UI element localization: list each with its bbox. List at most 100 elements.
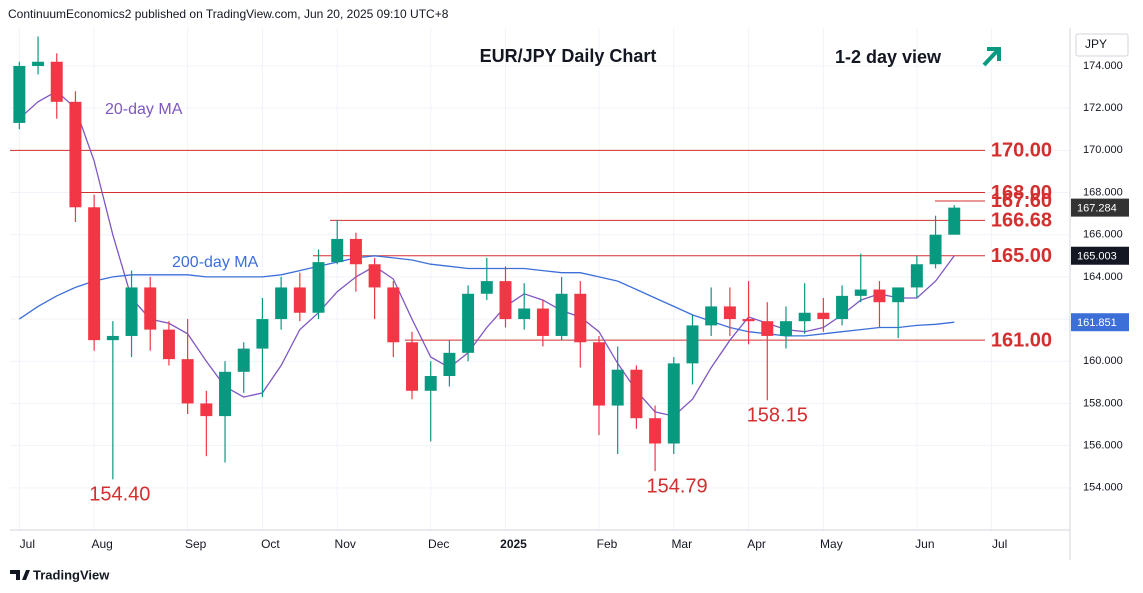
tradingview-logo [10,570,30,580]
y-tick-label: 174.000 [1083,60,1123,72]
candle-body [761,321,774,336]
candle-body [162,329,175,360]
chart-subtitle: 1-2 day view [835,47,942,67]
candle-body [555,293,568,336]
level-label: 166.68 [991,210,1052,232]
low-annotation: 158.15 [747,405,808,427]
x-tick-label: Apr [747,537,766,551]
candle-body [574,293,587,343]
candle-body [499,281,512,320]
level-label: 165.00 [991,245,1052,267]
candle-body [742,319,755,322]
candle-body [892,287,905,303]
candle-body [723,306,736,320]
currency: JPY [1085,37,1107,51]
y-tick-label: 164.000 [1083,271,1123,283]
level-label: 161.00 [991,329,1052,351]
up-arrow-icon [982,47,1001,67]
candle-body [611,369,624,406]
ma-label: 200-day MA [172,254,259,271]
candle-body [798,312,811,322]
x-tick-label: Feb [597,537,618,551]
y-tick-label: 154.000 [1083,482,1123,494]
x-tick-label: Nov [335,537,356,551]
candle-body [948,207,961,235]
y-tick-label: 160.000 [1083,355,1123,367]
candle-body [69,101,82,208]
y-tick-label: 156.000 [1083,440,1123,452]
candle-body [667,363,680,444]
y-tick-label: 172.000 [1083,102,1123,114]
low-annotation: 154.79 [646,475,707,497]
candle-body [518,308,531,320]
candle-body [200,403,213,417]
y-tick-label: 158.000 [1083,397,1123,409]
candle-body [125,287,138,336]
candle-body [649,418,662,444]
x-tick-label: Jun [915,537,934,551]
candle-body [312,262,325,313]
x-tick-label: Oct [261,537,280,551]
y-tick-label: 168.000 [1083,186,1123,198]
x-tick-label: 2025 [500,537,527,551]
candle-body [32,61,45,66]
header: ContinuumEconomics2 published on Trading… [8,7,449,21]
candle-body [424,376,437,391]
moving-average-line [18,90,955,417]
x-tick-label: Jul [992,537,1007,551]
candle-body [349,238,362,265]
low-annotation: 154.40 [89,484,150,506]
ma-label: 20-day MA [105,101,183,118]
x-tick-label: Dec [428,537,449,551]
price-tag [1071,246,1129,265]
candle-body [462,293,475,353]
price-tag-label: 167.284 [1077,203,1117,215]
candle-body [88,207,101,341]
candle-body [50,61,63,102]
candle-body [275,287,288,320]
candle-body [630,369,643,419]
candle-body [106,335,119,341]
level-label: 168.00 [991,182,1052,204]
price-tag [1071,313,1129,332]
candle-body [873,289,886,303]
candle-body [705,306,718,326]
price-tag [1071,198,1129,217]
candle-body [181,359,194,404]
x-tick-label: Aug [91,537,112,551]
candle-body [817,312,830,320]
y-tick-label: 166.000 [1083,229,1123,241]
level-label: 170.00 [991,140,1052,162]
candle-body [686,325,699,364]
currency-box[interactable] [1075,33,1129,57]
candle-body [480,281,493,294]
candle-body [331,238,344,263]
candle-body [929,234,942,265]
candle-body [443,352,456,377]
candle-body [219,371,232,417]
candle-body [237,348,250,372]
footer: TradingView [33,567,110,582]
candle-body [368,264,381,288]
candle-body [854,289,867,296]
x-tick-label: Sep [185,537,207,551]
x-tick-label: Jul [20,537,35,551]
chart-title: EUR/JPY Daily Chart [480,46,657,66]
candle-body [779,321,792,336]
candle-body [256,319,269,349]
candle-body [406,342,418,391]
candle-body [144,287,157,330]
candle-body [293,287,306,313]
price-tag-label: 161.851 [1077,317,1117,329]
price-tag-label: 165.003 [1077,251,1117,263]
y-tick-label: 170.000 [1083,144,1123,156]
x-tick-label: Mar [671,537,692,551]
candle-body [13,65,26,123]
level-label: 167.60 [991,190,1052,212]
candle-body [836,295,849,320]
candle-body [910,264,923,288]
candle-body [536,308,549,336]
